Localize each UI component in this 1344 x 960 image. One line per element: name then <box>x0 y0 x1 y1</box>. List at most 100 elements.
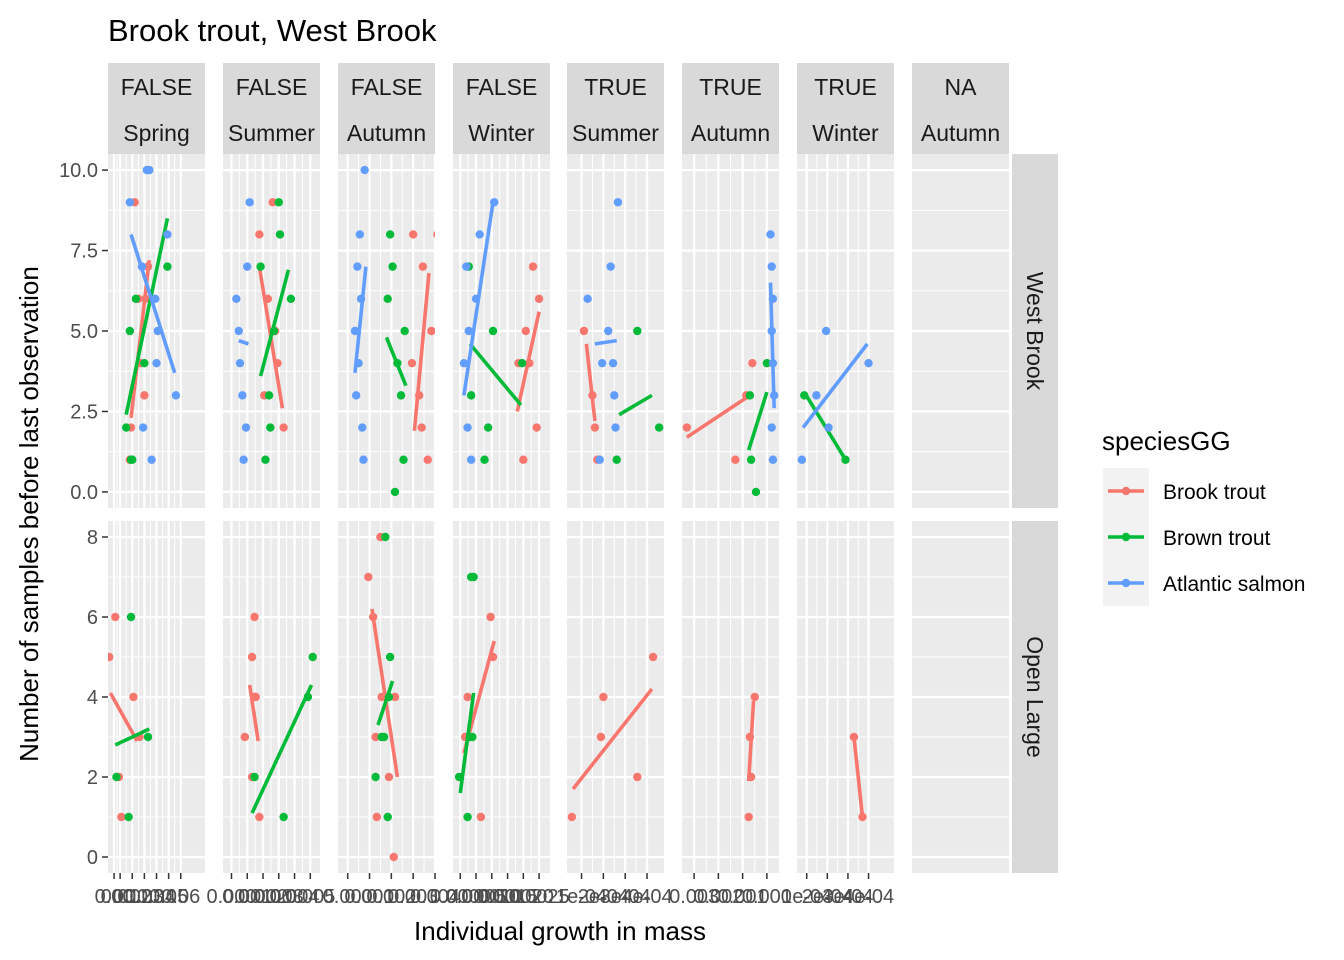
data-point <box>579 326 589 336</box>
row-strip-label: West Brook <box>1022 272 1048 391</box>
data-point <box>129 692 138 702</box>
data-point <box>126 612 136 622</box>
data-point <box>766 230 775 239</box>
data-point <box>769 391 779 400</box>
data-point <box>400 326 409 336</box>
data-point <box>588 391 597 400</box>
x-tick-label: 0.002 <box>366 886 416 908</box>
column-strip-label: Winter <box>812 120 879 146</box>
x-tick-label: 0.0015 <box>477 886 538 908</box>
data-point <box>364 572 373 582</box>
panel-data <box>232 198 296 464</box>
data-point <box>459 358 469 368</box>
column-strip-label: Summer <box>228 120 315 146</box>
data-point <box>372 812 381 822</box>
x-tick-label: 0.000 <box>206 886 256 908</box>
data-point <box>143 732 153 742</box>
data-point <box>356 294 366 304</box>
column-strip <box>912 63 1009 154</box>
legend-title: speciesGG <box>1102 426 1231 456</box>
data-point <box>268 198 277 207</box>
data-point <box>117 812 126 822</box>
data-point <box>464 326 473 336</box>
data-point <box>377 692 386 702</box>
data-point <box>351 391 361 400</box>
data-point <box>274 198 283 207</box>
data-point <box>521 326 530 336</box>
data-point <box>350 326 360 336</box>
data-point <box>381 532 390 542</box>
data-point <box>240 732 250 742</box>
x-tick-label: 0.003 <box>388 886 438 908</box>
data-point <box>125 198 135 207</box>
data-point <box>767 423 776 432</box>
data-point <box>121 423 131 432</box>
legend-label: Atlantic salmon <box>1163 573 1305 596</box>
x-tick-label: 1e-04 <box>781 886 832 908</box>
column-strip <box>338 63 435 154</box>
data-point <box>469 572 478 582</box>
data-point <box>385 652 395 662</box>
y-tick-label: 7.5 <box>70 241 98 263</box>
data-point <box>633 772 642 782</box>
data-point <box>463 692 472 702</box>
x-axis-title: Individual growth in mass <box>414 916 706 946</box>
data-point <box>812 391 821 400</box>
data-point <box>353 262 362 271</box>
data-point <box>247 652 257 662</box>
data-point <box>125 326 135 336</box>
data-point <box>152 358 161 368</box>
row-strip <box>1012 521 1058 873</box>
data-point <box>596 732 606 742</box>
data-point <box>633 326 642 336</box>
fit-line <box>594 338 617 346</box>
facet-panels: FALSE Spring FALSE Summer FALSE Autumn FALSE Wi… <box>59 63 1058 908</box>
x-tick-label: 0.000 <box>323 886 373 908</box>
row-strip-label: Open Large <box>1022 636 1048 757</box>
x-tick-label: 0.00 <box>95 886 134 908</box>
data-point <box>389 852 398 862</box>
data-point <box>408 230 418 239</box>
fit-line <box>124 217 170 416</box>
data-point <box>597 358 607 368</box>
fit-line <box>746 391 769 451</box>
data-point <box>250 772 259 782</box>
fit-line <box>376 680 395 726</box>
data-point <box>390 487 400 497</box>
data-point <box>255 812 264 822</box>
data-point <box>142 165 151 175</box>
data-point <box>371 732 380 742</box>
column-strip-label: FALSE <box>121 74 193 100</box>
data-point <box>354 358 363 368</box>
y-tick-label: 8 <box>87 527 98 549</box>
data-point <box>393 358 402 368</box>
data-point <box>264 391 274 400</box>
data-point <box>153 326 162 336</box>
data-point <box>303 692 313 702</box>
x-tick-label: 0.004 <box>270 886 320 908</box>
column-strip <box>223 63 320 154</box>
data-point <box>124 812 133 822</box>
data-point <box>138 423 148 432</box>
x-tick-label: 0.05 <box>149 886 188 908</box>
column-strip-label: NA <box>945 74 978 100</box>
data-point <box>745 732 755 742</box>
panel-data <box>108 612 153 822</box>
data-point <box>590 423 600 432</box>
fit-line <box>852 736 865 818</box>
data-point <box>767 326 776 336</box>
data-point <box>250 612 259 622</box>
data-point <box>243 262 252 271</box>
fit-line <box>584 343 597 422</box>
column-strip-label: TRUE <box>814 74 877 100</box>
x-tick-label: 0.04 <box>137 886 176 908</box>
fit-line <box>370 608 400 778</box>
fit-line <box>258 269 291 377</box>
data-point <box>608 358 618 368</box>
legend-key-point <box>1121 578 1131 588</box>
data-point <box>396 391 406 400</box>
x-tick-label: 3e-04 <box>600 886 651 908</box>
panel-data <box>454 572 498 822</box>
panel-data <box>459 198 544 464</box>
